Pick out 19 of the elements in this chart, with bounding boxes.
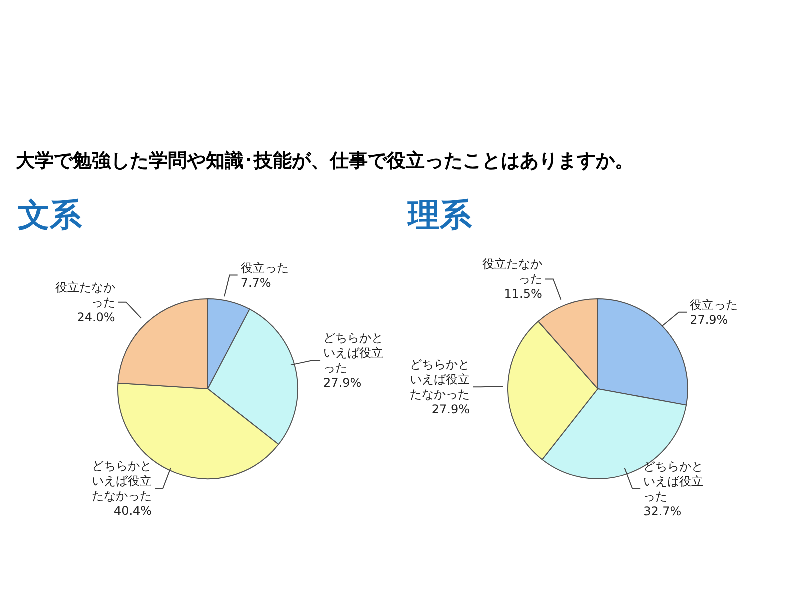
chart-title: 大学で勉強した学問や知識･技能が、仕事で役立ったことはありますか。 [16,149,635,174]
data-label: 27.9% [432,402,470,417]
data-label: 32.7% [644,504,682,518]
data-label: 27.9% [690,312,728,327]
slice-label: 役立った [240,260,289,275]
data-label: 11.5% [504,287,542,302]
slice-label: 役立たなかった [482,257,542,286]
chart-subtitle: 理系 [408,195,473,234]
slice-label: どちらかといえば役立った [324,331,384,376]
data-label: 24.0% [77,310,116,324]
slice-label: どちらかといえば役立った [644,459,704,504]
chart-subtitle: 文系 [18,195,83,234]
data-label: 27.9% [324,376,362,390]
slice-label: どちらかといえば役立たなかった [92,459,152,504]
slice-label: どちらかといえば役立たなかった [410,358,470,402]
data-label: 7.7% [240,276,272,290]
data-label: 40.4% [114,504,152,518]
slice-label: 役立った [690,298,738,312]
slice-label: 役立たなかった [55,280,116,310]
